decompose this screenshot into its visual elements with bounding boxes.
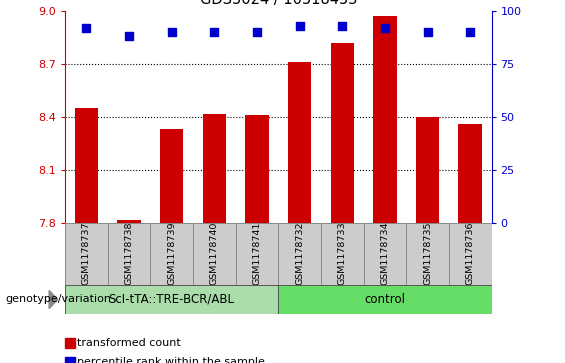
Text: ScI-tTA::TRE-BCR/ABL: ScI-tTA::TRE-BCR/ABL (108, 293, 234, 306)
Text: GSM1178732: GSM1178732 (295, 221, 304, 285)
Point (124, 33, 133, 39)
Point (295, 23, 304, 29)
Bar (373, 16, 397, 223)
Text: GSM1178739: GSM1178739 (167, 221, 176, 285)
Bar (117, 220, 141, 223)
Bar (364, 223, 406, 285)
Bar (160, 130, 184, 223)
Text: GSM1178740: GSM1178740 (210, 221, 219, 285)
Point (82, 25, 91, 31)
Text: percentile rank within the sample: percentile rank within the sample (77, 357, 266, 363)
Bar (75, 108, 98, 223)
Point (253, 29, 262, 35)
Point (423, 29, 432, 35)
Text: GSM1178733: GSM1178733 (338, 221, 347, 285)
Point (380, 25, 389, 31)
Bar (193, 223, 236, 285)
Bar (65, 285, 278, 314)
Bar (202, 114, 226, 223)
Bar (65, 223, 107, 285)
Bar (279, 285, 492, 314)
Bar (150, 223, 193, 285)
Bar (279, 223, 321, 285)
Point (210, 29, 219, 35)
Bar (321, 223, 364, 285)
Bar (245, 115, 269, 223)
Text: transformed count: transformed count (77, 338, 181, 348)
Text: GSM1178741: GSM1178741 (253, 221, 262, 285)
Bar (406, 223, 449, 285)
Text: GSM1178735: GSM1178735 (423, 221, 432, 285)
Title: GDS5024 / 10518453: GDS5024 / 10518453 (199, 0, 357, 7)
Bar (331, 43, 354, 223)
Point (466, 29, 475, 35)
Bar (107, 223, 150, 285)
Text: control: control (364, 293, 406, 306)
Bar (449, 223, 492, 285)
Text: GSM1178734: GSM1178734 (380, 221, 389, 285)
Text: GSM1178738: GSM1178738 (124, 221, 133, 285)
Point (338, 23, 347, 29)
Text: GSM1178736: GSM1178736 (466, 221, 475, 285)
Bar (458, 124, 482, 223)
Bar (416, 117, 440, 223)
Text: GSM1178737: GSM1178737 (82, 221, 91, 285)
Polygon shape (49, 290, 58, 309)
Text: genotype/variation: genotype/variation (6, 294, 112, 305)
Point (167, 29, 176, 35)
Bar (288, 62, 311, 223)
Bar (236, 223, 278, 285)
